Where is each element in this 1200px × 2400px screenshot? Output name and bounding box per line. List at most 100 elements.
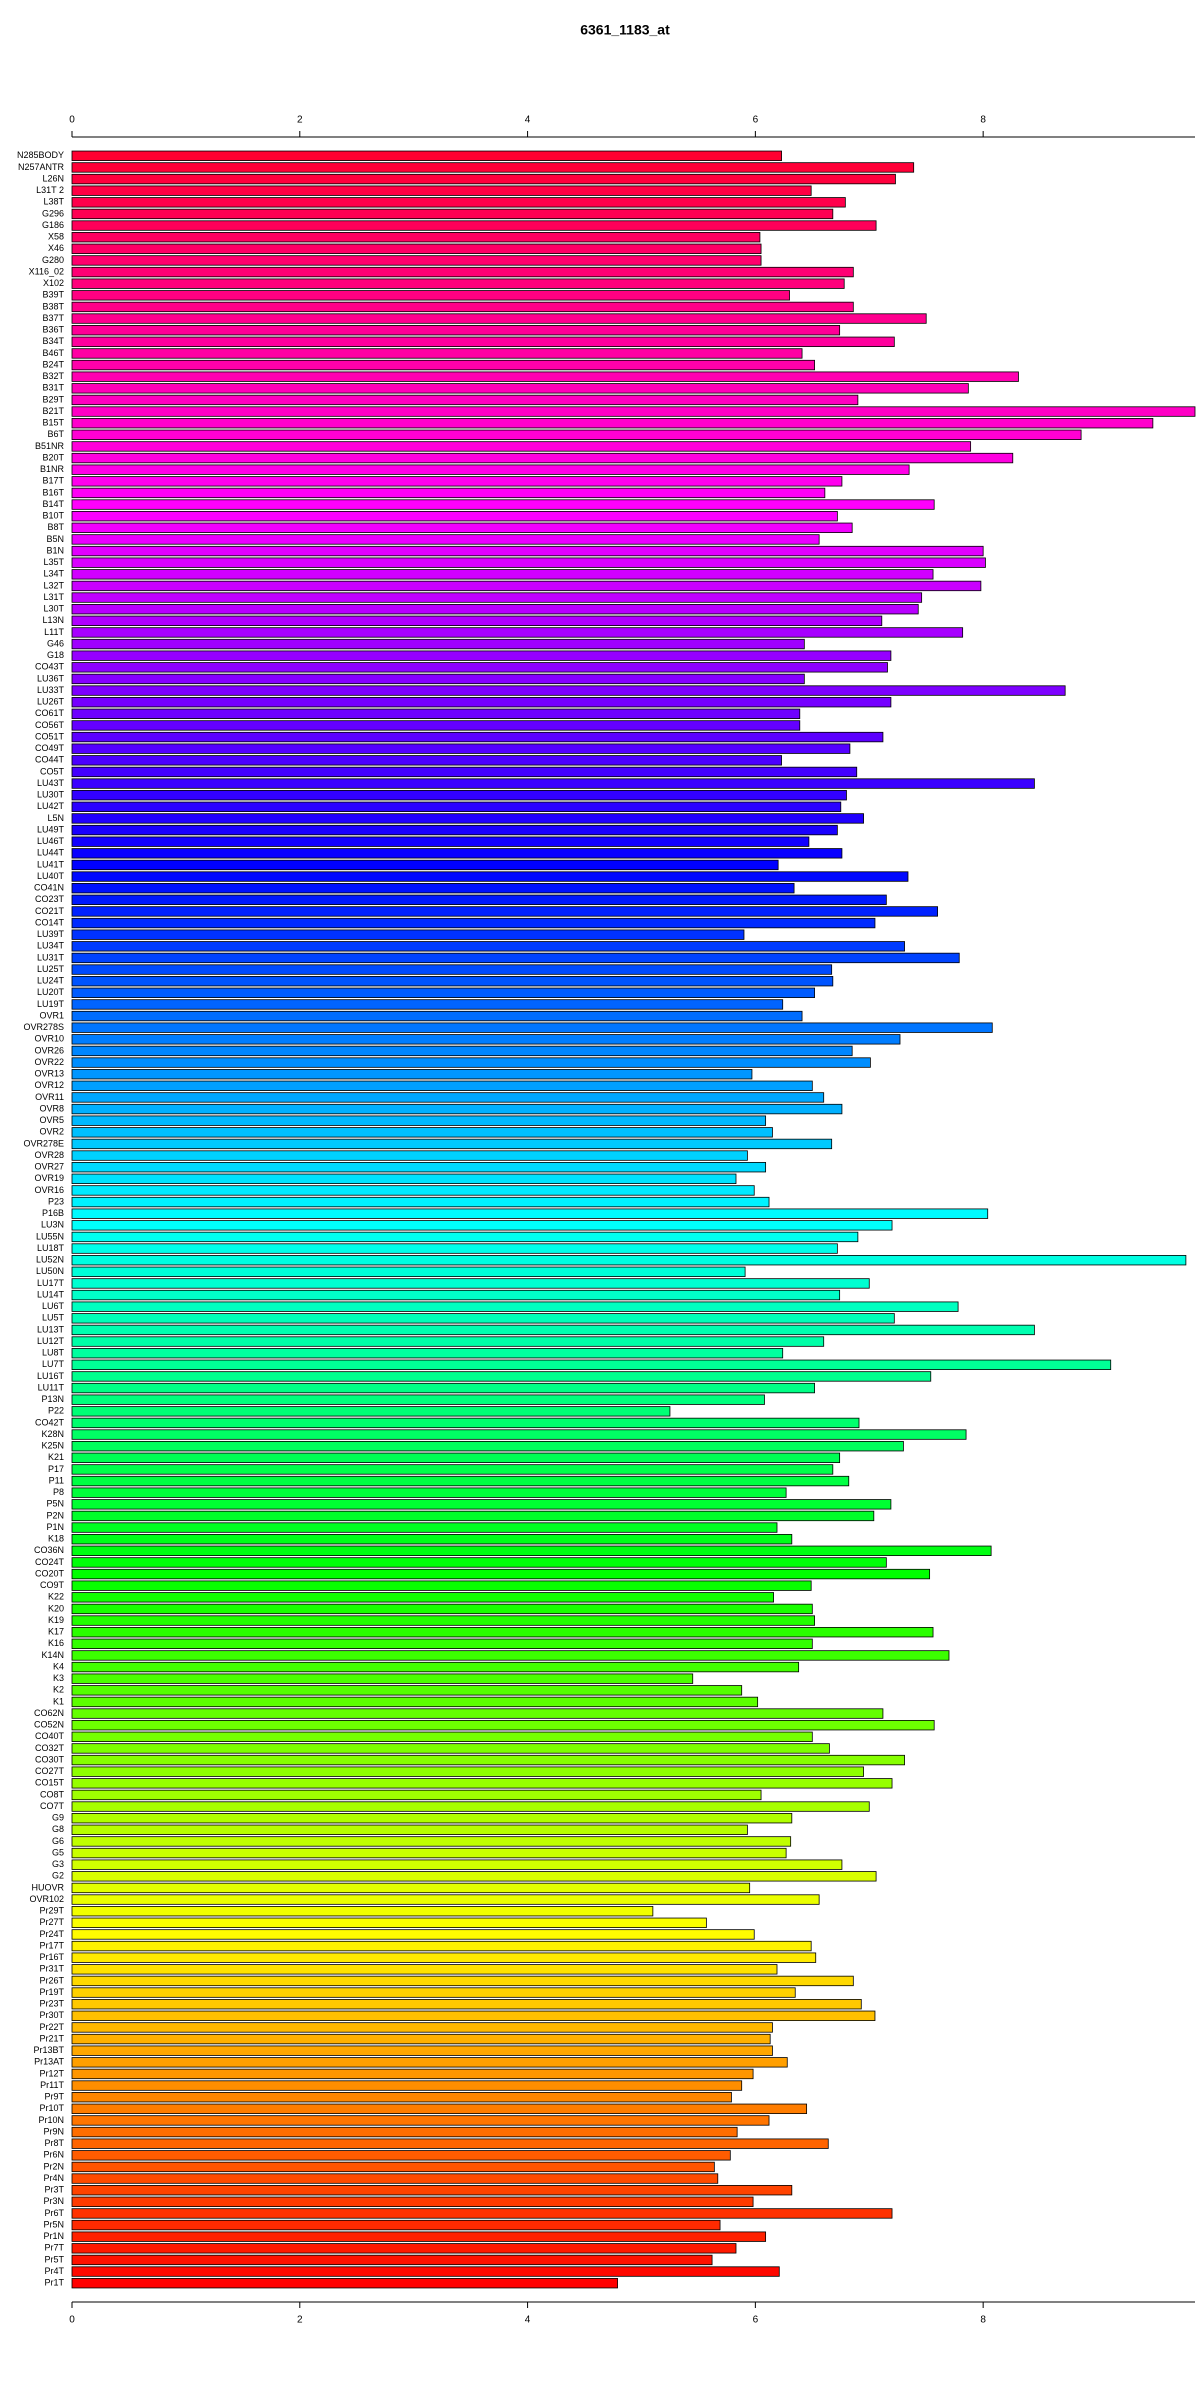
y-tick-label: G3 bbox=[52, 1859, 64, 1869]
bar bbox=[71, 371, 1019, 382]
bar bbox=[71, 580, 982, 592]
bar bbox=[71, 208, 834, 220]
y-tick-label: X58 bbox=[48, 232, 64, 242]
y-tick-label: P23 bbox=[48, 1196, 64, 1206]
bar bbox=[71, 1452, 841, 1463]
bar bbox=[71, 1696, 759, 1708]
y-tick-label: LU41T bbox=[37, 859, 65, 869]
y-tick-label: K17 bbox=[48, 1627, 64, 1637]
bar bbox=[71, 1231, 859, 1243]
y-tick-label: LU17T bbox=[37, 1278, 65, 1288]
y-tick-label: OVR278E bbox=[23, 1138, 64, 1148]
y-tick-label: B1NR bbox=[40, 464, 65, 474]
y-tick-label: G18 bbox=[47, 650, 64, 660]
y-tick-label: P16B bbox=[42, 1208, 64, 1218]
y-tick-label: OVR11 bbox=[35, 1092, 64, 1102]
bar bbox=[71, 1766, 864, 1777]
bar bbox=[71, 2045, 773, 2056]
x-tick-label: 6 bbox=[753, 2315, 759, 2326]
y-tick-label: LU40T bbox=[37, 871, 65, 881]
y-tick-label: LU16T bbox=[37, 1371, 65, 1381]
bar bbox=[71, 1382, 815, 1394]
y-tick-label: L26N bbox=[42, 173, 64, 183]
y-tick-label: OVR28 bbox=[34, 1150, 64, 1160]
bar bbox=[71, 301, 854, 313]
bar bbox=[71, 697, 892, 708]
y-tick-label: CO32T bbox=[35, 1743, 65, 1753]
bar bbox=[71, 1685, 743, 1696]
chart-title: 6361_1183_at bbox=[580, 22, 670, 38]
y-tick-label: Pr5N bbox=[43, 2219, 64, 2229]
bar bbox=[71, 917, 876, 929]
bar bbox=[71, 2231, 767, 2242]
bar bbox=[71, 1801, 870, 1812]
bar bbox=[71, 999, 784, 1010]
y-tick-label: P5N bbox=[46, 1499, 64, 1509]
bar bbox=[71, 1708, 884, 1719]
y-tick-label: B20T bbox=[42, 452, 64, 462]
bar bbox=[71, 2057, 788, 2068]
y-tick-label: CO8T bbox=[40, 1789, 65, 1799]
bar bbox=[71, 801, 842, 812]
bar bbox=[71, 1348, 784, 1359]
bar bbox=[71, 2185, 793, 2196]
bar bbox=[71, 1534, 793, 1545]
bar bbox=[71, 1743, 830, 1754]
y-tick-label: Pr24T bbox=[39, 1929, 64, 1939]
y-tick-label: LU43T bbox=[37, 778, 65, 788]
y-tick-label: Pr5T bbox=[44, 2254, 64, 2264]
y-tick-label: Pr3N bbox=[43, 2196, 64, 2206]
bar bbox=[71, 2266, 780, 2277]
y-tick-label: LU55N bbox=[36, 1231, 64, 1241]
y-tick-label: B31T bbox=[42, 383, 64, 393]
x-tick-label: 0 bbox=[69, 115, 75, 126]
y-tick-label: OVR5 bbox=[39, 1115, 64, 1125]
bar bbox=[71, 1301, 959, 1312]
y-tick-label: B1N bbox=[46, 545, 64, 555]
y-tick-label: Pr31T bbox=[39, 1964, 64, 1974]
y-tick-label: LU50N bbox=[36, 1266, 64, 1276]
y-tick-label: P13N bbox=[41, 1394, 64, 1404]
bar bbox=[71, 2150, 731, 2161]
bar bbox=[71, 1627, 934, 1638]
y-tick-label: P17 bbox=[48, 1464, 64, 1474]
bar bbox=[71, 941, 905, 952]
y-tick-label: OVR27 bbox=[34, 1162, 64, 1172]
y-tick-label: CO9T bbox=[40, 1580, 65, 1590]
bar bbox=[71, 964, 833, 975]
y-tick-label: LU14T bbox=[37, 1289, 65, 1299]
bar bbox=[71, 569, 934, 580]
bar bbox=[71, 1208, 989, 1219]
bar bbox=[71, 1045, 853, 1057]
bar bbox=[71, 1069, 753, 1080]
y-tick-label: P11 bbox=[49, 1475, 64, 1485]
x-tick-label: 2 bbox=[297, 115, 303, 126]
bar bbox=[71, 1464, 834, 1475]
y-tick-label: K28N bbox=[41, 1429, 64, 1439]
y-tick-label: CO7T bbox=[40, 1801, 65, 1811]
y-tick-label: B15T bbox=[42, 418, 64, 428]
bar bbox=[71, 1173, 737, 1184]
bar bbox=[71, 534, 820, 545]
y-tick-label: Pr13AT bbox=[34, 2057, 64, 2067]
bar bbox=[71, 348, 803, 359]
bar bbox=[71, 883, 795, 894]
bar bbox=[71, 429, 1082, 440]
bar bbox=[71, 2161, 715, 2173]
bar bbox=[71, 755, 782, 766]
bar bbox=[71, 848, 843, 859]
bar bbox=[71, 313, 927, 324]
bar bbox=[71, 162, 915, 173]
y-tick-label: K19 bbox=[48, 1615, 64, 1625]
bar bbox=[71, 522, 853, 533]
y-tick-label: B38T bbox=[42, 301, 64, 311]
bar bbox=[71, 1638, 813, 1649]
y-tick-label: K16 bbox=[48, 1638, 64, 1648]
bar bbox=[71, 685, 1066, 696]
y-tick-label: LU8T bbox=[42, 1348, 65, 1358]
y-tick-label: HUOVR bbox=[31, 1882, 64, 1892]
bar bbox=[71, 1417, 860, 1429]
bar bbox=[71, 638, 805, 650]
y-tick-label: P1N bbox=[46, 1522, 64, 1532]
